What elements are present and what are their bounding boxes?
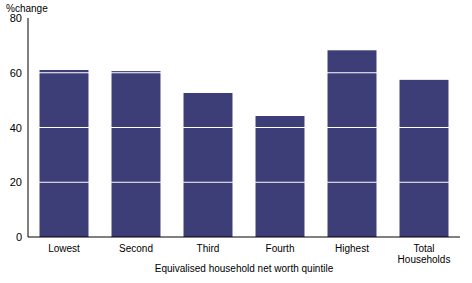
y-tick-label: 0: [16, 231, 22, 243]
bar: [400, 80, 449, 237]
bars: [40, 50, 449, 237]
bar: [40, 70, 89, 237]
grid-line: [28, 18, 460, 19]
y-tick-label: 60: [10, 67, 22, 79]
x-tick-label-line: Highest: [335, 243, 369, 254]
x-tick-label-line: Third: [197, 243, 220, 254]
x-tick-label-line: Fourth: [266, 243, 295, 254]
y-tick-label: 40: [10, 122, 22, 134]
x-tick-label-line: Second: [119, 243, 153, 254]
x-tick-label: Lowest: [48, 243, 80, 254]
bar: [112, 71, 161, 237]
x-tick-label: TotalHouseholds: [398, 243, 451, 265]
y-tick-label: 20: [10, 176, 22, 188]
x-axis: [28, 237, 460, 238]
x-tick-label-line: Households: [398, 254, 451, 265]
x-tick-label-line: Lowest: [48, 243, 80, 254]
x-tick-label: Fourth: [266, 243, 295, 254]
grid-line: [28, 72, 460, 73]
chart: 020406080LowestSecondThirdFourthHighestT…: [0, 0, 472, 283]
y-axis-label: %change: [6, 3, 48, 14]
x-tick-label: Second: [119, 243, 153, 254]
bar: [184, 93, 233, 237]
x-tick-label: Highest: [335, 243, 369, 254]
grid-line: [28, 127, 460, 128]
y-axis: [28, 18, 29, 237]
bar: [328, 50, 377, 237]
grid-line: [28, 182, 460, 183]
bar: [256, 116, 305, 237]
x-tick-label-line: Total: [413, 243, 434, 254]
x-tick-label: Third: [197, 243, 220, 254]
x-axis-label: Equivalised household net worth quintile: [155, 263, 334, 274]
